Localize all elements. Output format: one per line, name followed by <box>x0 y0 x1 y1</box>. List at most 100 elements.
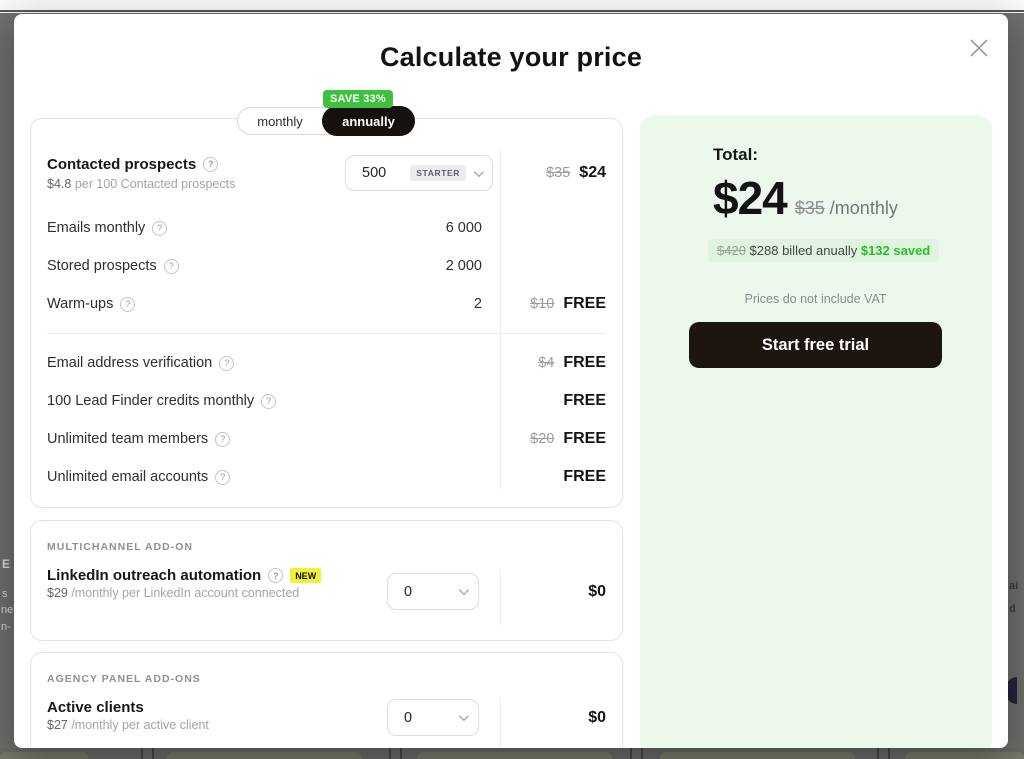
plan-row-team-members: Unlimited team members ? $20 FREE <box>47 420 606 458</box>
backdrop-table-border <box>630 737 632 759</box>
help-icon[interactable]: ? <box>152 220 168 236</box>
chevron-down-icon <box>458 585 469 596</box>
row-unit-desc: per 100 Contacted prospects <box>71 176 236 191</box>
row-label: Email address verification <box>47 355 213 371</box>
addon-unit-price: $27 <box>47 718 68 732</box>
plan-card: Contacted prospects ? $4.8 per 100 Conta… <box>30 118 623 508</box>
prospects-select-value: 500 <box>362 165 387 181</box>
help-icon[interactable]: ? <box>163 258 179 274</box>
billed-saved: $132 saved <box>860 243 931 258</box>
prospects-select[interactable]: 500 STARTER <box>345 155 493 191</box>
row-label: Unlimited team members <box>47 431 209 447</box>
toggle-option-monthly[interactable]: monthly <box>257 113 303 129</box>
backdrop-table-border <box>888 737 890 759</box>
backdrop-table-cell <box>905 752 1024 759</box>
row-divider <box>47 333 606 334</box>
backdrop-text-fragment: E <box>2 557 11 571</box>
help-icon[interactable]: ? <box>268 568 284 583</box>
row-price: FREE <box>563 468 606 485</box>
active-clients-qty-select[interactable]: 0 <box>387 699 479 736</box>
save-percent-badge: SAVE 33% <box>323 90 393 108</box>
row-unit-price: $4.8 <box>47 176 72 191</box>
row-label: Contacted prospects <box>47 155 197 173</box>
row-price: $24 <box>579 164 606 181</box>
row-old-price: $4 <box>538 355 555 371</box>
price-calculator-modal: Calculate your price SAVE 33% monthly an… <box>14 14 1008 748</box>
agency-addon-card: AGENCY PANEL ADD-ONS Active clients $27 … <box>30 652 623 748</box>
vat-note: Prices do not include VAT <box>744 292 887 306</box>
billed-annually-badge: $420 $288 billed anually $132 saved <box>708 239 940 262</box>
row-price: FREE <box>563 354 606 371</box>
help-icon[interactable]: ? <box>120 296 136 312</box>
backdrop-text-fragment: s <box>2 588 8 600</box>
help-icon[interactable]: ? <box>219 355 235 371</box>
total-period: /monthly <box>829 198 898 218</box>
page-top-strip <box>0 0 1024 12</box>
row-label: Emails monthly <box>47 220 146 236</box>
plan-row-contacted-prospects: Contacted prospects ? $4.8 per 100 Conta… <box>47 141 606 205</box>
plan-row-email-accounts: Unlimited email accounts ? FREE <box>47 458 606 496</box>
row-label: 100 Lead Finder credits monthly <box>47 393 255 409</box>
row-label: Unlimited email accounts <box>47 469 209 485</box>
row-value: 2 <box>473 296 482 312</box>
plan-row-lead-finder-credits: 100 Lead Finder credits monthly ? FREE <box>47 382 606 420</box>
row-price: FREE <box>563 392 606 409</box>
row-label: Stored prospects <box>47 258 157 274</box>
plan-row-stored-prospects: Stored prospects ? 2 000 <box>47 247 606 285</box>
row-value: 2 000 <box>445 258 482 274</box>
billed-old-price: $420 <box>717 243 746 258</box>
addon-price: $0 <box>588 709 606 726</box>
backdrop-text-fragment: ai <box>1009 580 1019 592</box>
plan-row-warm-ups: Warm-ups ? 2 $10 FREE <box>47 285 606 323</box>
row-old-price: $20 <box>530 431 555 447</box>
row-price: FREE <box>563 430 606 447</box>
backdrop-table-border <box>141 737 143 759</box>
plan-tier-badge: STARTER <box>410 165 466 181</box>
new-badge: NEW <box>290 568 322 583</box>
help-icon[interactable]: ? <box>203 156 219 172</box>
column-divider <box>500 149 501 489</box>
row-old-price: $35 <box>546 165 571 181</box>
column-divider <box>500 697 501 748</box>
active-clients-qty-value: 0 <box>404 709 413 726</box>
billed-text: $288 billed anually <box>745 243 861 258</box>
backdrop-table-border <box>152 737 154 759</box>
addon-unit-price: $29 <box>47 586 68 600</box>
linkedin-qty-select[interactable]: 0 <box>387 573 479 610</box>
help-icon[interactable]: ? <box>261 393 277 409</box>
backdrop-table-cell <box>0 752 88 759</box>
backdrop-table-border <box>877 737 879 759</box>
addon-unit-desc: /monthly per active client <box>67 718 209 732</box>
backdrop-table-cell <box>417 752 612 759</box>
multichannel-addon-card: MULTICHANNEL ADD-ON LinkedIn outreach au… <box>30 520 623 641</box>
plan-row-email-verification: Email address verification ? $4 FREE <box>47 344 606 382</box>
total-old-price: $35 <box>794 198 825 218</box>
linkedin-qty-value: 0 <box>404 583 413 600</box>
row-price: FREE <box>563 295 606 312</box>
modal-title: Calculate your price <box>379 42 643 72</box>
plan-row-emails-monthly: Emails monthly ? 6 000 <box>47 209 606 247</box>
start-free-trial-button[interactable]: Start free trial <box>689 322 942 368</box>
help-icon[interactable]: ? <box>215 431 231 447</box>
backdrop-table-border <box>641 737 643 759</box>
total-summary-panel: Total: $24 $35 /monthly $420 $288 billed… <box>640 115 992 748</box>
backdrop-table-border <box>389 737 391 759</box>
addon-unit-desc: /monthly per LinkedIn account connected <box>67 586 300 600</box>
toggle-option-annually[interactable]: annually <box>322 106 415 136</box>
backdrop-text-fragment: d <box>1009 603 1016 615</box>
row-label: Warm-ups <box>47 296 114 312</box>
close-icon-glyph <box>970 39 988 57</box>
backdrop-table-cell <box>660 752 855 759</box>
backdrop-shape-fragment <box>1006 677 1017 704</box>
chevron-down-icon <box>473 166 484 177</box>
backdrop-text-fragment: n- <box>1 621 11 633</box>
help-icon[interactable]: ? <box>215 469 231 485</box>
backdrop-text-fragment: ne <box>1 604 14 616</box>
close-icon[interactable] <box>964 33 994 63</box>
backdrop-table-border <box>400 737 402 759</box>
addon-label: Active clients <box>47 699 144 716</box>
chevron-down-icon <box>458 711 469 722</box>
addon-section-label: MULTICHANNEL ADD-ON <box>47 541 193 553</box>
billing-period-toggle: monthly annually <box>237 106 415 136</box>
